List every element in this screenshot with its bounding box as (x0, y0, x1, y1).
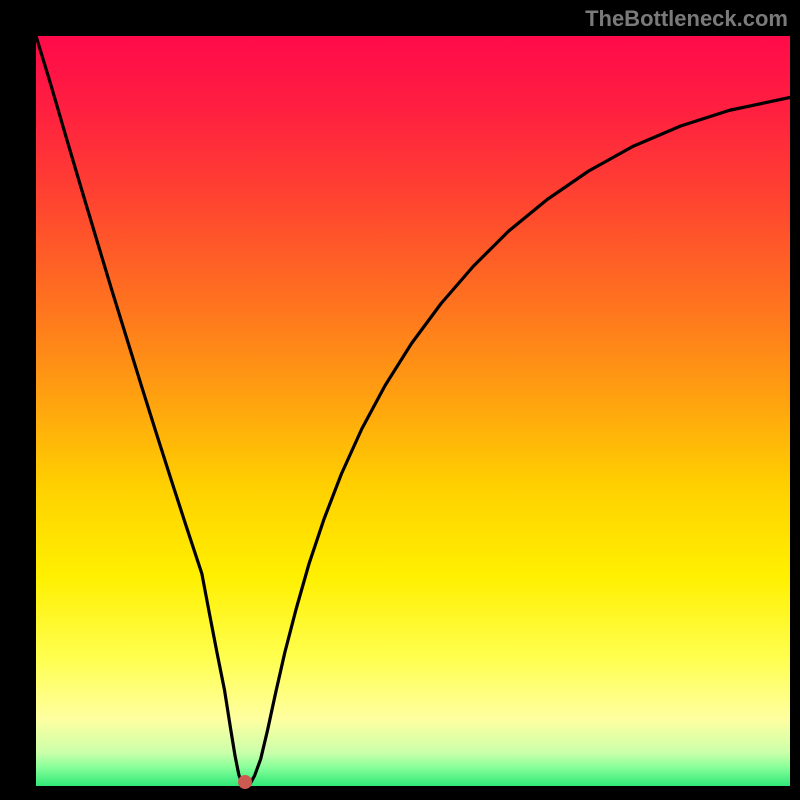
plot-area (36, 36, 790, 786)
optimal-point-marker (238, 775, 252, 789)
outer-frame: TheBottleneck.com (0, 0, 800, 800)
watermark-text: TheBottleneck.com (585, 6, 788, 32)
bottleneck-curve (36, 36, 790, 786)
